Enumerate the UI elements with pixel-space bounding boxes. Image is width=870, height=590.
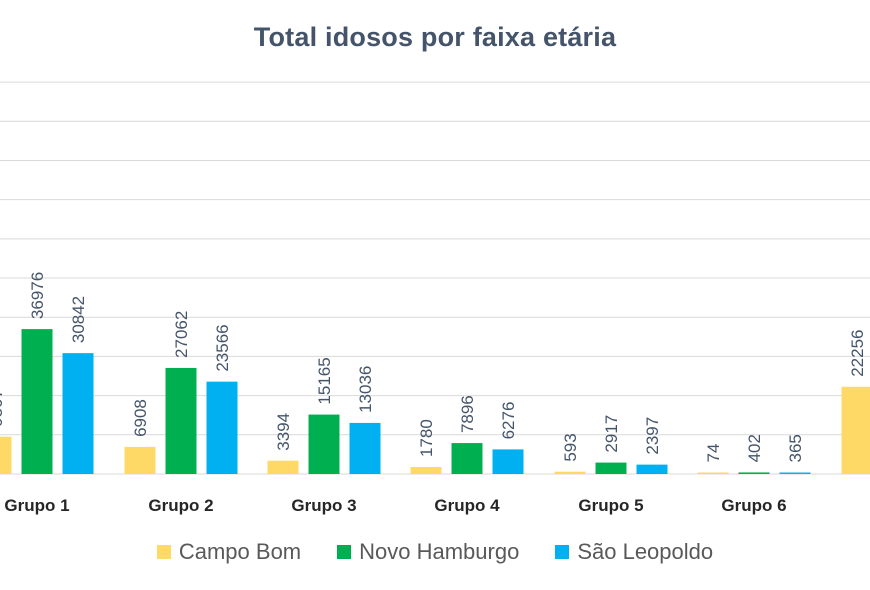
bar-novo-hamburgo-1 xyxy=(21,329,53,474)
category-label: Grupo 5 xyxy=(578,496,643,515)
data-label: 1780 xyxy=(417,419,436,457)
legend-label: Campo Bom xyxy=(178,539,302,564)
legend: Campo Bom Novo Hamburgo São Leopoldo xyxy=(0,539,870,565)
data-label: 2397 xyxy=(643,417,662,455)
legend-swatch xyxy=(337,545,352,559)
data-label: 2917 xyxy=(602,415,621,453)
bar-novo-hamburgo-4 xyxy=(451,443,483,474)
legend-item: Novo Hamburgo xyxy=(337,539,519,565)
bar-s-o-leopoldo-5 xyxy=(636,464,668,474)
category-label: Grupo 2 xyxy=(148,496,213,515)
data-label: 27062 xyxy=(172,311,191,358)
category-label: Grupo 1 xyxy=(4,496,69,515)
legend-label: São Leopoldo xyxy=(577,539,714,564)
bar-novo-hamburgo-5 xyxy=(595,462,627,474)
bar-novo-hamburgo-3 xyxy=(308,414,340,474)
category-label: Grupo 3 xyxy=(291,496,356,515)
data-label: 593 xyxy=(561,433,580,461)
bar-s-o-leopoldo-1 xyxy=(62,353,94,474)
legend-label: Novo Hamburgo xyxy=(359,539,520,564)
legend-swatch xyxy=(156,545,171,559)
bar-campo-bom-1 xyxy=(0,436,12,474)
data-label: 6908 xyxy=(131,399,150,437)
legend-item: São Leopoldo xyxy=(555,539,713,565)
data-label: 365 xyxy=(786,434,805,462)
bar-campo-bom-2 xyxy=(124,446,156,474)
legend-item: Campo Bom xyxy=(156,539,302,565)
bar-campo-bom-4 xyxy=(410,467,442,474)
chart-title: Total idosos por faixa etária xyxy=(253,22,617,52)
data-label: 402 xyxy=(745,434,764,462)
bar-campo-bom-6 xyxy=(697,472,729,474)
bar-s-o-leopoldo-2 xyxy=(206,381,238,474)
data-label: 30842 xyxy=(69,296,88,343)
bar-s-o-leopoldo-6 xyxy=(779,472,811,474)
bar-s-o-leopoldo-3 xyxy=(349,422,381,474)
bar-novo-hamburgo-2 xyxy=(165,367,197,474)
bar-campo-bom-3 xyxy=(267,460,299,474)
data-label: 74 xyxy=(704,444,723,463)
legend-swatch xyxy=(555,545,570,559)
data-label: 13036 xyxy=(356,366,375,413)
bar-novo-hamburgo-6 xyxy=(738,472,770,474)
data-label: 36976 xyxy=(28,272,47,319)
data-label: 15165 xyxy=(315,357,334,404)
data-label: 9507 xyxy=(0,389,6,427)
data-label: 6276 xyxy=(499,402,518,440)
category-label: Grupo 4 xyxy=(434,496,500,515)
category-label: Grupo 6 xyxy=(721,496,786,515)
bar-campo-bom-5 xyxy=(554,471,586,474)
data-label: 7896 xyxy=(458,395,477,433)
data-label: 23566 xyxy=(213,324,232,371)
data-label: 22256 xyxy=(848,329,867,376)
data-label: 3394 xyxy=(274,413,293,451)
bar-campo-bom-7 xyxy=(841,386,870,474)
bar-s-o-leopoldo-4 xyxy=(492,449,524,474)
